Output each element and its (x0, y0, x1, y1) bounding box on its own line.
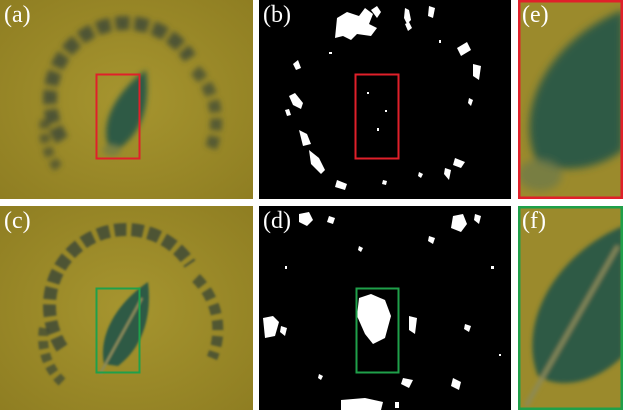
panel-b-mask: (b) (259, 0, 511, 199)
panel-label-b: (b) (263, 2, 291, 28)
panel-label-f: (f) (522, 208, 546, 234)
panel-label-d: (d) (263, 208, 291, 234)
panel-d-mask: (d) (259, 206, 511, 410)
crop-box-green (355, 287, 400, 374)
crop-border-red (518, 0, 623, 199)
panel-e-image (518, 0, 623, 199)
panel-f-image (518, 206, 623, 410)
panel-a-image (0, 0, 253, 199)
crop-box-red (354, 73, 400, 160)
panel-a-blurred-logo: (a) (0, 0, 253, 199)
panel-d-image (259, 206, 511, 410)
panel-c-image (0, 206, 253, 410)
panel-label-a: (a) (4, 2, 31, 28)
panel-label-e: (e) (522, 2, 549, 28)
panel-e-zoom-crop: (e) (518, 0, 623, 199)
panel-c-restored-logo: (c) (0, 206, 253, 410)
crop-box-red (95, 73, 141, 160)
panel-label-c: (c) (4, 208, 31, 234)
crop-border-green (518, 206, 623, 410)
panel-b-image (259, 0, 511, 199)
panel-f-zoom-crop: (f) (518, 206, 623, 410)
crop-box-green (95, 287, 141, 374)
